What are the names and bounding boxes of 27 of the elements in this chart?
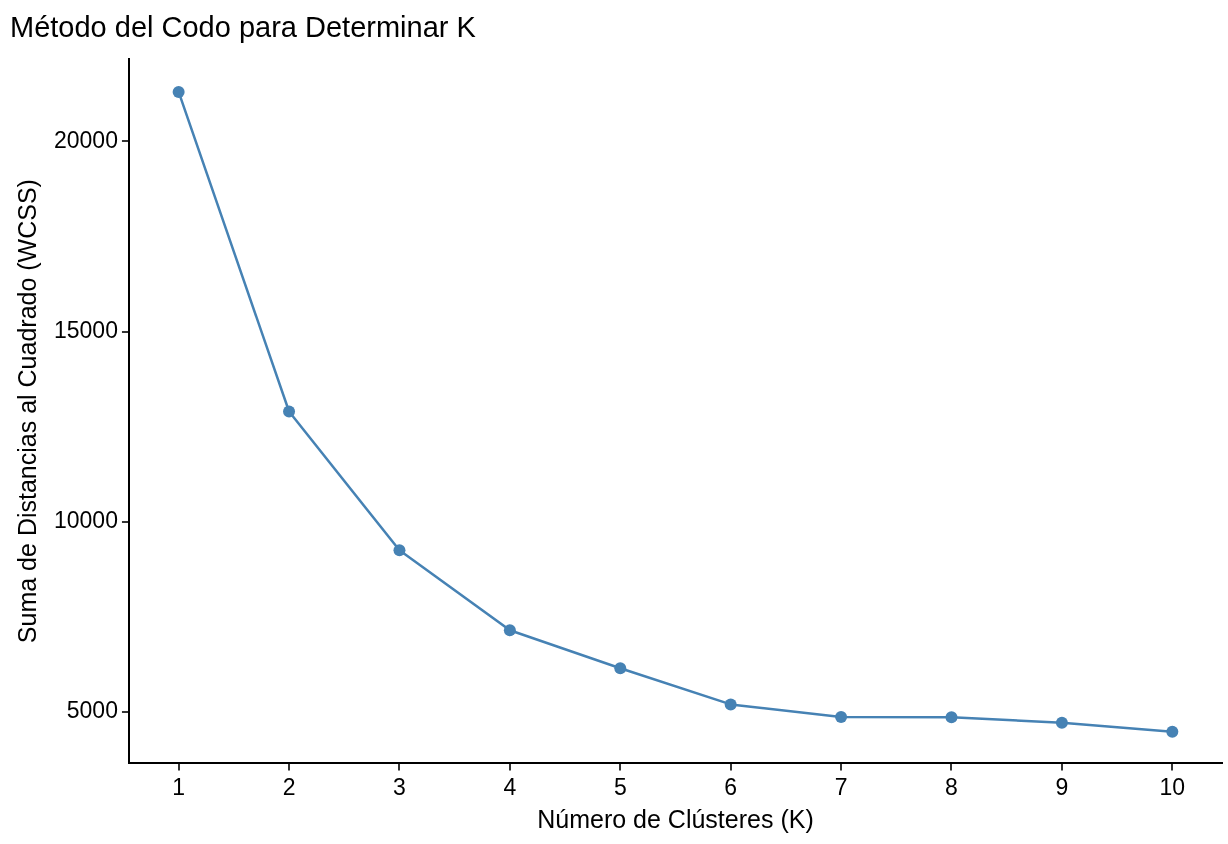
x-tick-label: 9 bbox=[1055, 773, 1069, 800]
x-tick-label: 4 bbox=[503, 773, 517, 800]
point bbox=[835, 710, 848, 723]
x-tick-label: 3 bbox=[393, 773, 406, 800]
point bbox=[503, 624, 516, 637]
x-tick-label: 10 bbox=[1159, 773, 1186, 800]
y-tick-label: 20000 bbox=[53, 126, 118, 153]
point bbox=[1166, 725, 1179, 738]
point bbox=[172, 85, 185, 98]
x-tick-label: 2 bbox=[282, 773, 296, 800]
x-tick-label: 1 bbox=[172, 773, 186, 800]
x-axis-title: Número de Clústeres (K) bbox=[537, 804, 814, 833]
y-tick-label: 15000 bbox=[53, 316, 118, 343]
y-tick-label: 10000 bbox=[53, 507, 118, 534]
chart-title: Método del Codo para Determinar K bbox=[10, 11, 477, 44]
x-tick-label: 5 bbox=[613, 773, 627, 800]
x-tick-label: 6 bbox=[724, 773, 738, 800]
point bbox=[945, 711, 958, 724]
x-tick-label: 7 bbox=[834, 773, 848, 800]
point bbox=[283, 405, 296, 418]
point bbox=[393, 544, 406, 557]
point bbox=[1055, 716, 1068, 729]
x-tick-label: 8 bbox=[945, 773, 958, 800]
y-tick-label: 5000 bbox=[66, 697, 118, 724]
point bbox=[614, 662, 627, 675]
point bbox=[724, 698, 737, 711]
y-axis-title: Suma de Distancias al Cuadrado (WCSS) bbox=[12, 179, 41, 644]
